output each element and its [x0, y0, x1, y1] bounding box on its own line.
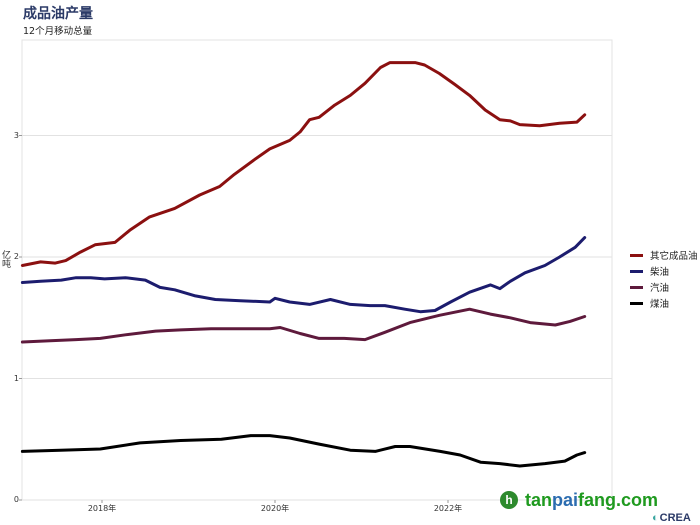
legend-item: 其它成品油 — [630, 247, 698, 263]
y-tick-label: 3 — [13, 130, 19, 140]
tanpaifang-logo-icon: h — [500, 491, 518, 509]
legend-label: 柴油 — [650, 267, 670, 278]
legend-item: 柴油 — [630, 263, 698, 279]
legend-swatch — [630, 269, 643, 273]
legend-label: 汽油 — [650, 283, 670, 294]
legend-swatch — [630, 301, 643, 305]
series-line-0 — [20, 61, 587, 267]
y-axis-label: 亿吨 — [0, 250, 10, 268]
series-line-2 — [20, 307, 587, 344]
chart-subtitle: 12个月移动总量 — [23, 26, 93, 37]
watermark-text: tanpaifang.com — [525, 490, 658, 510]
legend-swatch — [630, 285, 643, 289]
chart-title: 成品油产量 — [23, 6, 93, 22]
legend-swatch — [630, 253, 643, 257]
legend-item: 煤油 — [630, 295, 698, 311]
legend-label: 煤油 — [650, 299, 670, 310]
series-layer — [20, 61, 587, 468]
watermark-text-part3: fang.com — [578, 490, 659, 510]
legend: 其它成品油柴油汽油煤油 — [630, 247, 698, 311]
y-tick-label: 2 — [13, 252, 19, 261]
x-tick-label: 2020年 — [260, 504, 290, 513]
watermark: h tanpaifang.com — [500, 490, 658, 510]
legend-label: 其它成品油 — [650, 251, 698, 262]
crea-logo-icon: ◐ — [652, 512, 659, 524]
x-tick-label: 2018年 — [87, 504, 117, 513]
series-line-1 — [20, 236, 587, 314]
crea-logo: ◐CREA — [652, 511, 691, 525]
plot-frame — [21, 39, 613, 501]
crea-logo-text: CREA — [659, 512, 691, 524]
series-line-3 — [20, 434, 587, 468]
y-tick-label: 0 — [13, 495, 19, 504]
watermark-text-part1: tan — [525, 490, 552, 510]
grid-layer — [19, 39, 613, 503]
legend-item: 汽油 — [630, 279, 698, 295]
watermark-text-part2: pai — [552, 490, 579, 510]
x-tick-label: 2022年 — [433, 504, 463, 513]
y-tick-label: 1 — [13, 373, 19, 383]
